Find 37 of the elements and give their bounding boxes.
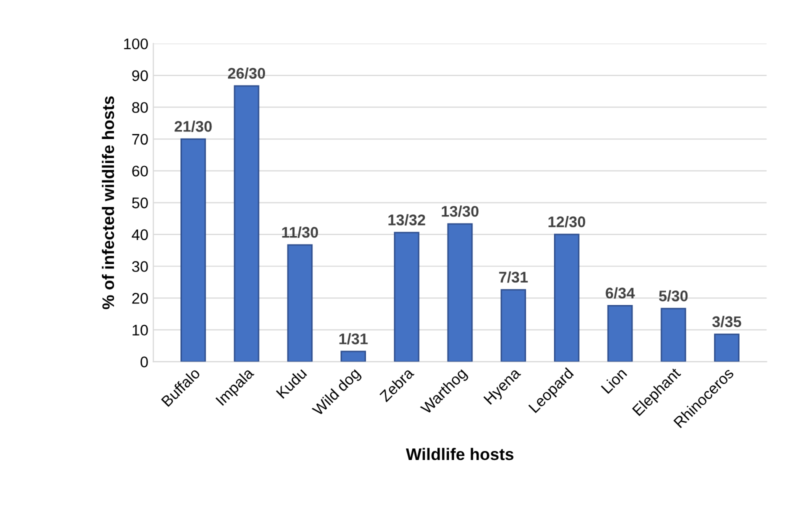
bar xyxy=(714,334,740,362)
bar xyxy=(340,350,366,362)
data-label: 11/30 xyxy=(282,226,318,238)
data-label: 26/30 xyxy=(228,68,266,79)
y-tick-label: 80 xyxy=(132,102,148,113)
data-label: 12/30 xyxy=(548,216,586,228)
y-tick-label: 90 xyxy=(132,70,148,82)
x-tick-label: Lion xyxy=(600,367,628,394)
bar xyxy=(287,244,313,362)
y-tick-label: 100 xyxy=(124,38,148,50)
y-tick-label: 70 xyxy=(132,134,148,145)
y-tick-label: 30 xyxy=(132,261,148,272)
data-label: 13/30 xyxy=(442,206,478,217)
data-label: 13/32 xyxy=(388,214,426,226)
y-tick-label: 40 xyxy=(132,229,148,240)
bar xyxy=(660,308,686,362)
bar xyxy=(607,304,633,362)
data-label: 7/31 xyxy=(499,271,528,283)
bar xyxy=(554,234,580,362)
data-label: 21/30 xyxy=(174,120,212,132)
x-tick-label: Wild dog xyxy=(311,367,363,419)
bar xyxy=(180,138,206,362)
y-tick-label: 60 xyxy=(132,166,148,177)
data-label: 5/30 xyxy=(659,290,688,302)
bar xyxy=(234,85,260,362)
bar xyxy=(447,223,473,362)
x-axis-title: Wildlife hosts xyxy=(406,448,514,460)
data-label: 1/31 xyxy=(339,333,368,344)
y-tick-label: 50 xyxy=(132,198,148,208)
data-label: 3/35 xyxy=(712,316,742,328)
bar xyxy=(500,289,526,362)
bar xyxy=(394,232,420,362)
data-label: 6/34 xyxy=(606,287,635,299)
y-axis-title: % of infected wildlife hosts xyxy=(102,96,114,310)
y-tick-label: 10 xyxy=(132,324,148,336)
y-tick-label: 20 xyxy=(132,292,148,304)
y-tick-label: 0 xyxy=(140,356,148,368)
